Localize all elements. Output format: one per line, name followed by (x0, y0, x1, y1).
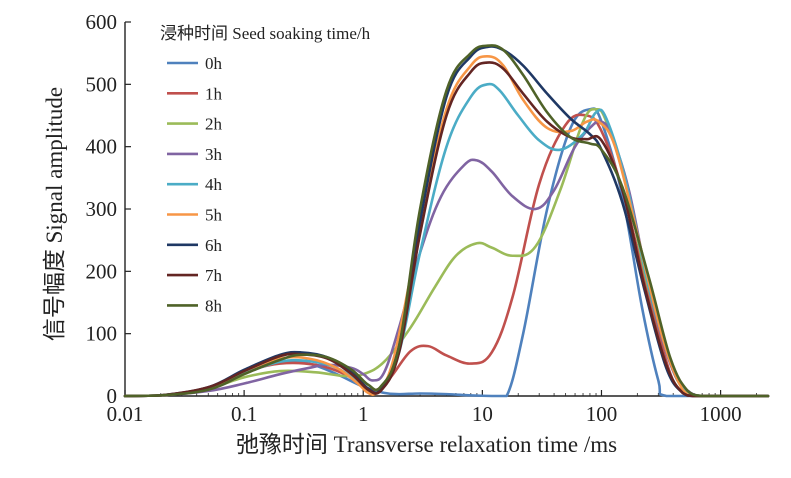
legend-label-6h: 6h (205, 236, 223, 255)
y-tick-label: 0 (107, 384, 118, 408)
y-tick-label: 500 (86, 72, 118, 96)
x-tick-label: 10 (472, 402, 493, 426)
series-line-8h (123, 44, 770, 398)
y-tick-label: 600 (86, 10, 118, 34)
x-tick-label: 100 (586, 402, 618, 426)
x-tick-label: 1 (358, 402, 369, 426)
legend-label-4h: 4h (205, 175, 223, 194)
legend-label-8h: 8h (205, 296, 223, 315)
series-line-1h (123, 113, 770, 398)
legend-title: 浸种时间 Seed soaking time/h (160, 24, 371, 43)
x-tick-label: 0.1 (231, 402, 257, 426)
series-line-5h (123, 54, 770, 398)
y-tick-label: 200 (86, 259, 118, 283)
legend-label-5h: 5h (205, 206, 223, 225)
x-tick-label: 0.01 (107, 402, 144, 426)
y-tick-label: 100 (86, 322, 118, 346)
legend: 0h 1h 2h 3h 4h 5h 6h 7h 8h (167, 54, 223, 315)
x-axis-title: 弛豫时间 Transverse relaxation time /ms (236, 432, 617, 457)
legend-label-3h: 3h (205, 145, 223, 164)
legend-label-2h: 2h (205, 115, 223, 134)
series-line-7h (123, 61, 770, 398)
legend-label-1h: 1h (205, 84, 223, 103)
legend-label-7h: 7h (205, 266, 223, 285)
axes: 0 100 200 300 400 500 600 0.01 0.1 1 10 100 1000 (86, 10, 768, 426)
y-tick-label: 300 (86, 197, 118, 221)
x-tick-label: 1000 (700, 402, 742, 426)
legend-label-0h: 0h (205, 54, 223, 73)
y-tick-label: 400 (86, 135, 118, 159)
series-lines (123, 44, 770, 398)
y-axis-title: 信号幅度 Signal amplitude (42, 87, 67, 341)
